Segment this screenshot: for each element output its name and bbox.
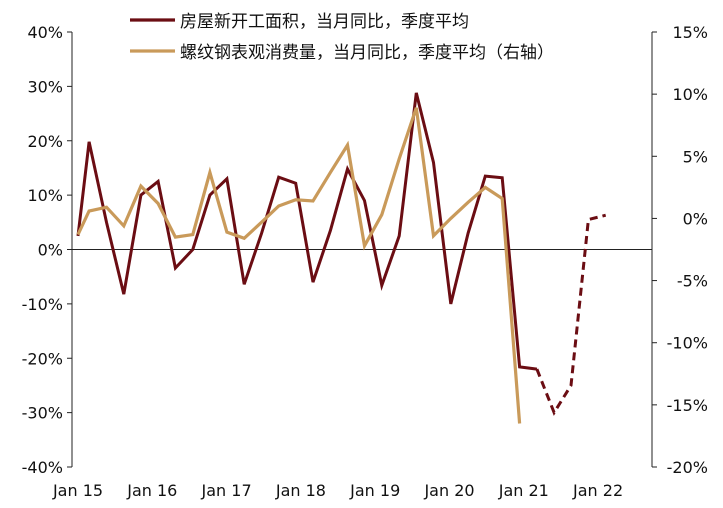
x-tick-label: Jan 15: [52, 481, 103, 500]
right-tick-label: 15%: [672, 23, 708, 42]
x-tick-label: Jan 19: [349, 481, 400, 500]
x-tick-label: Jan 17: [201, 481, 252, 500]
left-tick-label: -20%: [22, 349, 63, 368]
right-tick-label: -15%: [667, 396, 708, 415]
right-tick-label: -5%: [677, 272, 708, 291]
left-tick-label: -30%: [22, 404, 63, 423]
left-tick-label: 10%: [27, 186, 63, 205]
legend: 房屋新开工面积，当月同比，季度平均 螺纹钢表观消费量，当月同比，季度平均（右轴）: [130, 12, 554, 63]
series-line-new-construction: [76, 92, 538, 371]
right-tick-label: 5%: [683, 147, 708, 166]
right-tick-label: 10%: [672, 85, 708, 104]
series-line-rebar-consumption: [76, 107, 522, 424]
left-tick-label: 20%: [27, 132, 63, 151]
x-tick-label: Jan 21: [498, 481, 549, 500]
x-tick-label: Jan 22: [572, 481, 623, 500]
x-tick-label: Jan 20: [423, 481, 474, 500]
x-tick-label: Jan 18: [275, 481, 326, 500]
left-tick-label: 40%: [27, 23, 63, 42]
right-tick-label: -10%: [667, 334, 708, 353]
legend-label-rebar-consumption: 螺纹钢表观消费量，当月同比，季度平均（右轴）: [180, 43, 554, 63]
axes: 40% 30% 20% 10% 0% -10% -20% -30% -40% 15% 10% 5% 0%…: [22, 23, 708, 500]
series-line-new-construction-forecast: [535, 213, 607, 416]
left-tick-label: -10%: [22, 295, 63, 314]
left-tick-label: -40%: [22, 458, 63, 477]
left-tick-label: 30%: [27, 77, 63, 96]
x-tick-label: Jan 16: [126, 481, 177, 500]
legend-label-new-construction: 房屋新开工面积，当月同比，季度平均: [180, 12, 469, 32]
left-tick-label: 0%: [38, 241, 63, 260]
plot-area: [76, 92, 607, 424]
right-tick-label: -20%: [667, 458, 708, 477]
right-tick-label: 0%: [683, 209, 708, 228]
